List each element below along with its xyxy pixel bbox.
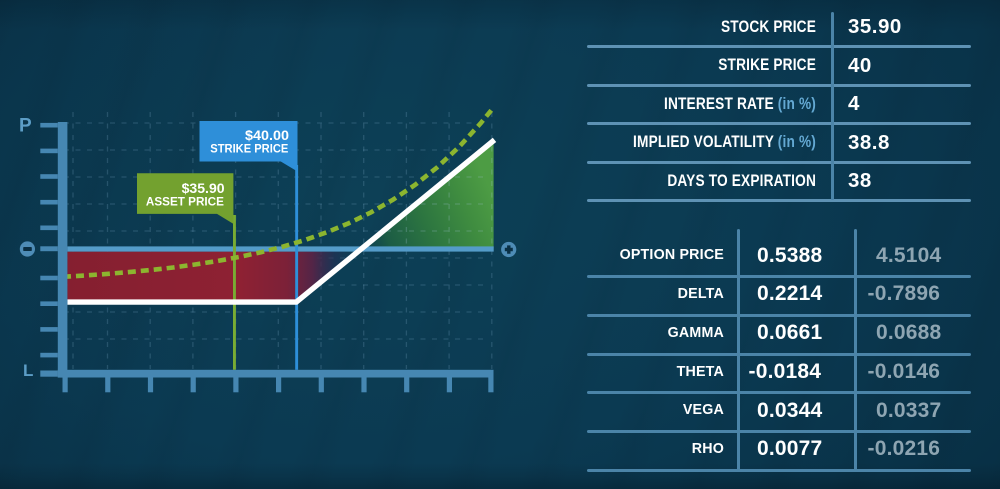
svg-text:L: L	[23, 361, 33, 380]
svg-text:STRIKE PRICE: STRIKE PRICE	[210, 143, 288, 156]
svg-text:$35.90: $35.90	[182, 180, 225, 196]
svg-text:$40.00: $40.00	[245, 127, 289, 143]
svg-text:ASSET PRICE: ASSET PRICE	[146, 196, 224, 209]
svg-text:P: P	[19, 116, 32, 137]
